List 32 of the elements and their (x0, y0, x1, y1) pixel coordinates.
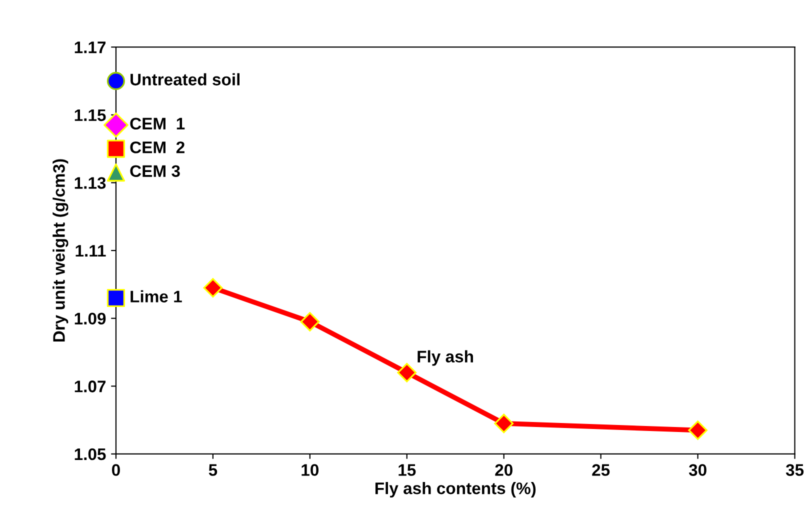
series-label: Fly ash (418, 350, 473, 366)
point (106, 72, 126, 90)
y-tick-label: 1.13 (74, 177, 106, 189)
y-axis-title: Dry unit weight (g/cm3) (52, 159, 68, 342)
y-tick-label: 1.09 (74, 312, 106, 325)
x-tick-label: 0 (112, 464, 120, 476)
x-tick-label: 20 (495, 464, 512, 476)
series-label: CEM 1 (130, 118, 185, 130)
y-tick-label: 1.07 (74, 380, 106, 392)
y-tick-label: 1.05 (74, 448, 106, 460)
x-tick-label: 10 (302, 464, 319, 476)
x-tick-label: 15 (398, 464, 416, 476)
point (203, 278, 223, 298)
point (300, 312, 320, 332)
point (106, 163, 126, 182)
point (106, 140, 126, 158)
series-label: Untreated soil (130, 73, 240, 86)
series-label: Lime 1 (130, 290, 182, 302)
x-tick-label: 30 (688, 464, 706, 476)
point (494, 414, 514, 434)
x-tick-label: 5 (208, 464, 218, 476)
x-axis-title: Fly ash contents (%) (375, 482, 536, 498)
point (397, 362, 417, 382)
series-label: CEM 2 (130, 141, 184, 154)
y-tick-label: 1.11 (76, 245, 106, 257)
x-tick-label: 35 (786, 464, 804, 476)
x-tick-label: 25 (592, 464, 610, 476)
y-tick-label: 1.15 (74, 109, 106, 122)
point (688, 420, 708, 440)
y-tick-label: 1.17 (74, 42, 106, 54)
point (106, 288, 126, 308)
series-label: CEM 3 (130, 165, 180, 178)
